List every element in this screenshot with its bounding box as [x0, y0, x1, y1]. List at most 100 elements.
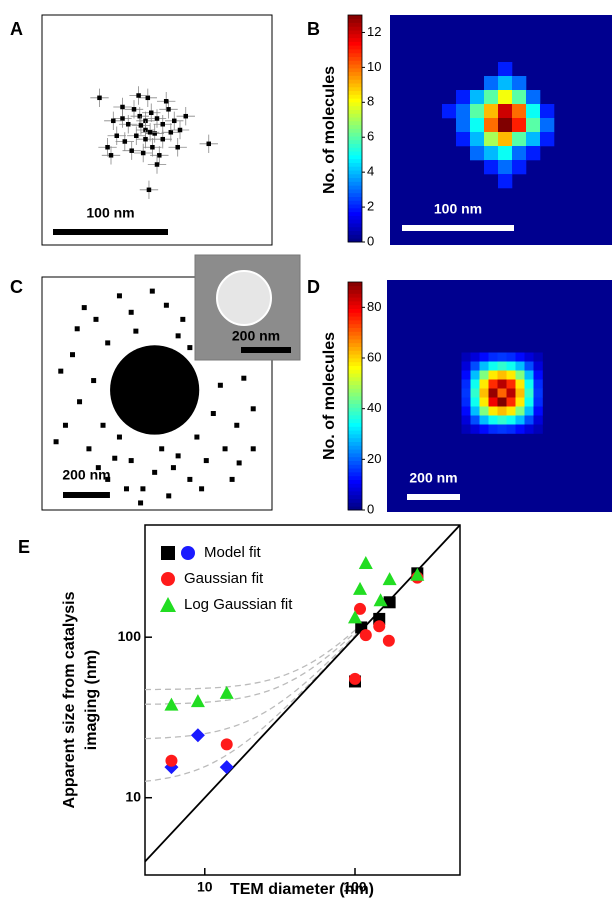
heat-cell — [484, 132, 499, 147]
colorbar-tick-label: 2 — [367, 199, 374, 214]
point — [126, 122, 131, 127]
heat-cell — [512, 90, 527, 105]
colorbar-segment — [348, 204, 362, 209]
colorbar-label: No. of molecules — [321, 66, 338, 194]
heat-cell — [506, 424, 516, 434]
heat-cell — [515, 388, 525, 398]
marker-triangle — [160, 597, 176, 612]
colorbar-segment — [348, 124, 362, 129]
point — [157, 153, 162, 158]
heat-cell — [442, 104, 457, 119]
plot-area — [145, 525, 460, 863]
heat-cell — [484, 160, 499, 175]
colorbar-tick-label: 80 — [367, 299, 381, 314]
heat-cell — [470, 118, 485, 133]
scale-bar-label: 200 nm — [409, 470, 457, 486]
colorbar-segment — [348, 396, 362, 401]
heat-cell — [515, 370, 525, 380]
colorbar-tick-label: 60 — [367, 349, 381, 364]
colorbar-segment — [348, 399, 362, 404]
heat-cell — [533, 406, 543, 416]
heat-cell — [526, 132, 541, 147]
dashed-curve — [145, 629, 362, 782]
heat-cell — [497, 370, 507, 380]
heat-cell — [497, 406, 507, 416]
colorbar-segment — [348, 37, 362, 42]
colorbar-segment — [348, 494, 362, 499]
colorbar-frame — [347, 14, 363, 243]
point — [154, 162, 160, 167]
point — [116, 293, 122, 299]
plot-frame — [144, 524, 461, 876]
colorbar-segment — [348, 211, 362, 216]
heat-cell — [512, 118, 527, 133]
heat-cell — [488, 397, 498, 407]
colorbar-segment — [348, 189, 362, 194]
point — [136, 93, 141, 98]
heat-cell — [498, 62, 513, 77]
legend-label: Gaussian fit — [184, 570, 264, 587]
colorbar-segment — [348, 49, 362, 54]
heat-cell — [488, 352, 498, 362]
scale-bar-label: 200 nm — [232, 328, 280, 344]
colorbar-segment — [348, 223, 362, 228]
marker-triangle — [348, 610, 362, 624]
heat-cell — [498, 160, 513, 175]
point — [105, 145, 110, 150]
colorbar-segment — [348, 45, 362, 50]
colorbar-segment — [348, 342, 362, 347]
colorbar-segment — [348, 170, 362, 175]
colorbar-segment — [348, 403, 362, 408]
legend-label: Log Gaussian fit — [184, 596, 293, 613]
colorbar-segment — [348, 502, 362, 507]
colorbar-segment — [348, 358, 362, 363]
point — [199, 486, 205, 492]
colorbar-segment — [348, 449, 362, 454]
colorbar-segment — [348, 456, 362, 461]
marker-circle — [382, 634, 395, 647]
colorbar-segment — [348, 105, 362, 110]
heat-cell — [524, 424, 534, 434]
inset-particle — [216, 270, 272, 326]
point — [250, 406, 256, 412]
point — [100, 422, 106, 428]
heat-cell — [456, 90, 471, 105]
point — [203, 458, 209, 464]
colorbar-tick-label: 40 — [367, 400, 381, 415]
marker-triangle — [164, 697, 179, 711]
panel-a-frame — [41, 14, 273, 246]
heat-cell — [498, 76, 513, 91]
panel-label: D — [307, 277, 320, 297]
colorbar-segment — [348, 113, 362, 118]
point — [123, 486, 129, 492]
heat-cell — [540, 118, 555, 133]
point — [180, 316, 186, 322]
colorbar-segment — [348, 491, 362, 496]
panel-label: B — [307, 19, 320, 39]
dashed-curve — [145, 628, 362, 740]
colorbar-segment — [348, 158, 362, 163]
marker-square — [161, 546, 175, 560]
marker-triangle — [358, 555, 373, 569]
point — [111, 118, 116, 124]
colorbar-segment — [348, 33, 362, 39]
colorbar-segment — [348, 365, 362, 370]
heat-cell — [515, 397, 525, 407]
heat-cell — [515, 352, 525, 362]
point — [170, 465, 176, 471]
colorbar-frame — [347, 281, 363, 511]
heat-cell — [533, 388, 543, 398]
heat-cell — [524, 415, 534, 425]
point — [229, 476, 235, 482]
colorbar-label: No. of molecules — [321, 332, 338, 460]
marker-circle — [165, 754, 178, 767]
point — [183, 113, 188, 119]
colorbar-segment — [348, 301, 362, 306]
heat-cell — [456, 104, 471, 119]
colorbar-tick-label: 10 — [367, 59, 381, 74]
heat-cell — [470, 361, 480, 371]
heat-cell — [470, 104, 485, 119]
heat-cell — [526, 146, 541, 161]
legend-label: Model fit — [204, 544, 262, 561]
